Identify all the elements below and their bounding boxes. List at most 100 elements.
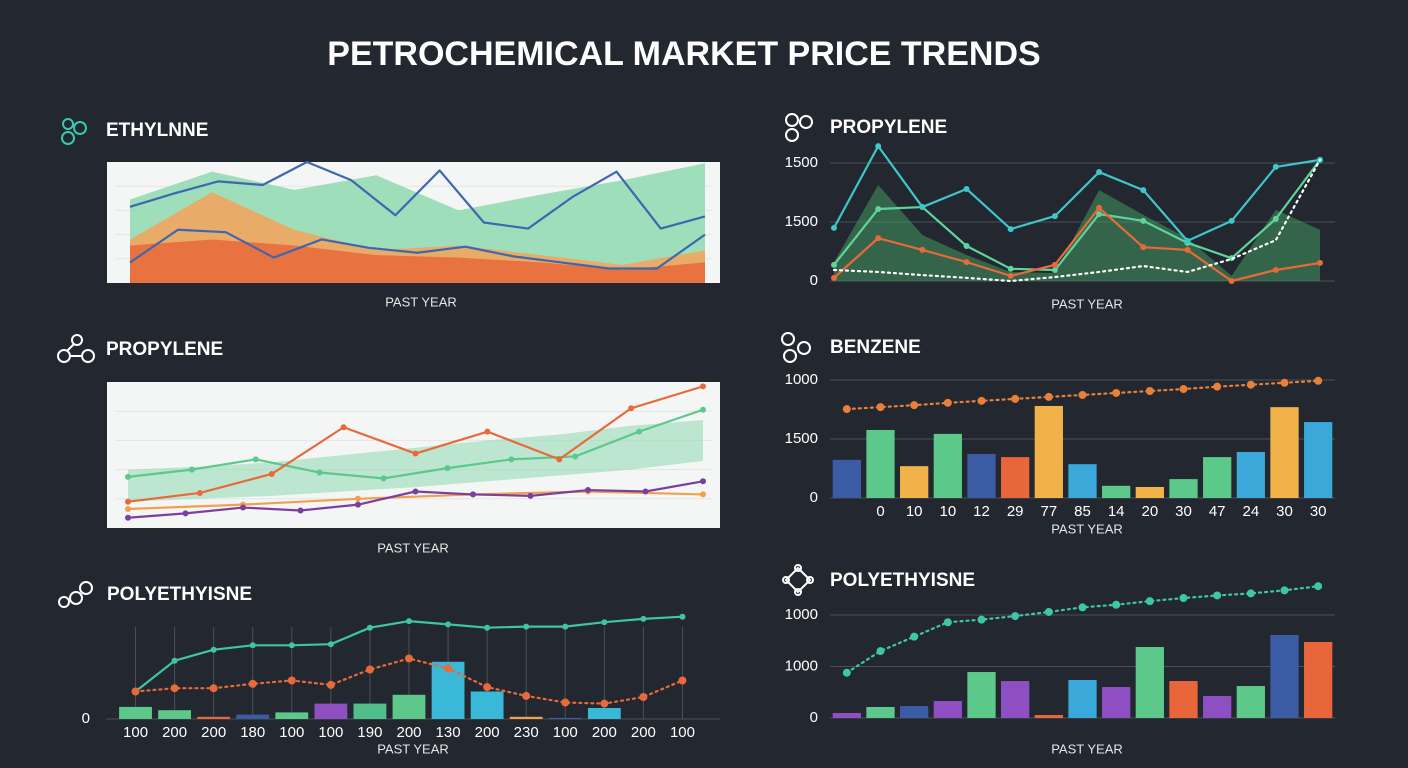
point (527, 492, 534, 499)
point (600, 699, 609, 708)
point (831, 261, 837, 268)
point (248, 679, 257, 688)
point (963, 185, 970, 192)
point (561, 698, 570, 707)
point (628, 405, 635, 412)
point (601, 619, 608, 626)
point (1096, 169, 1103, 176)
point (340, 424, 347, 431)
point (1051, 261, 1058, 268)
x-tick-label: 10 (939, 503, 956, 520)
area (130, 239, 705, 283)
bar (1001, 457, 1030, 498)
point (412, 450, 419, 457)
x-axis-label: PAST YEAR (385, 294, 457, 309)
bar (1304, 422, 1333, 498)
x-tick-label: 30 (1276, 503, 1293, 520)
line (833, 206, 1321, 283)
point (1011, 612, 1020, 621)
icon (782, 564, 814, 596)
point (1280, 586, 1289, 595)
point (182, 510, 189, 517)
point (326, 680, 335, 689)
bar (1203, 696, 1232, 718)
bar (1270, 635, 1299, 718)
point (639, 693, 648, 701)
point (196, 489, 203, 496)
point (131, 687, 140, 696)
x-tick-label: 130 (436, 724, 461, 741)
bar (548, 717, 582, 719)
bar (275, 712, 309, 719)
point (562, 623, 569, 630)
point (125, 473, 131, 480)
icon (61, 118, 87, 145)
bar (832, 713, 861, 718)
bar (1068, 464, 1097, 498)
x-axis-label: PAST YEAR (1051, 741, 1123, 756)
x-tick-label: 200 (396, 724, 421, 741)
y-tick-label: 0 (810, 489, 818, 506)
x-tick-label: 30 (1175, 503, 1192, 520)
icon (785, 113, 813, 142)
bar (1034, 715, 1063, 718)
x-tick-label: 24 (1242, 503, 1259, 520)
point (1317, 259, 1323, 266)
line (129, 228, 706, 270)
point (1096, 211, 1103, 218)
point (1078, 603, 1087, 612)
x-tick-label: 14 (1108, 503, 1125, 520)
y-tick-label: 1500 (785, 154, 818, 171)
chart-panel: POLYETHYISNE PAST YEAR 0 100 200 200 180 100 100… (82, 584, 720, 756)
point (700, 478, 706, 485)
point (1272, 266, 1279, 273)
point (297, 507, 304, 514)
bar (1001, 681, 1030, 718)
x-tick-label: 200 (592, 724, 617, 741)
point (406, 618, 412, 625)
panel-title: PROPYLENE (106, 339, 223, 360)
x-tick-label: 12 (973, 503, 990, 520)
x-axis-label: PAST YEAR (377, 540, 449, 555)
y-tick-label: 1000 (785, 371, 818, 388)
panel-title: POLYETHYISNE (830, 570, 975, 591)
x-tick-label: 200 (631, 724, 656, 741)
point (1184, 246, 1191, 253)
point (1179, 594, 1188, 603)
bar (392, 694, 426, 719)
icons (57, 113, 814, 608)
bar (1169, 681, 1198, 718)
point (268, 470, 275, 477)
point (640, 615, 647, 622)
point (875, 235, 882, 242)
bar (353, 703, 387, 719)
x-tick-label: 100 (553, 724, 578, 741)
x-tick-label: 180 (240, 724, 265, 741)
bar (900, 706, 929, 718)
point (585, 487, 591, 494)
x-tick-label: 29 (1007, 503, 1024, 520)
point (188, 466, 195, 473)
point (1228, 278, 1235, 284)
point (1314, 376, 1323, 385)
x-tick-label: 100 (318, 724, 343, 741)
point (1272, 215, 1279, 222)
panel-title: ETHYLNNE (106, 120, 208, 141)
point (1228, 217, 1235, 224)
x-tick-label: 77 (1040, 503, 1057, 520)
panel-title: PROPYLENE (830, 117, 947, 138)
x-tick-label: 0 (876, 503, 884, 520)
point (209, 684, 218, 693)
bar (314, 703, 348, 719)
point (700, 406, 706, 413)
bar (119, 706, 152, 719)
point (1112, 600, 1121, 609)
point (876, 403, 885, 412)
point (1280, 378, 1289, 387)
point (445, 621, 452, 628)
line (833, 159, 1321, 272)
line (129, 160, 706, 230)
x-tick-label: 200 (475, 724, 500, 741)
point (170, 684, 179, 693)
point (556, 456, 563, 463)
